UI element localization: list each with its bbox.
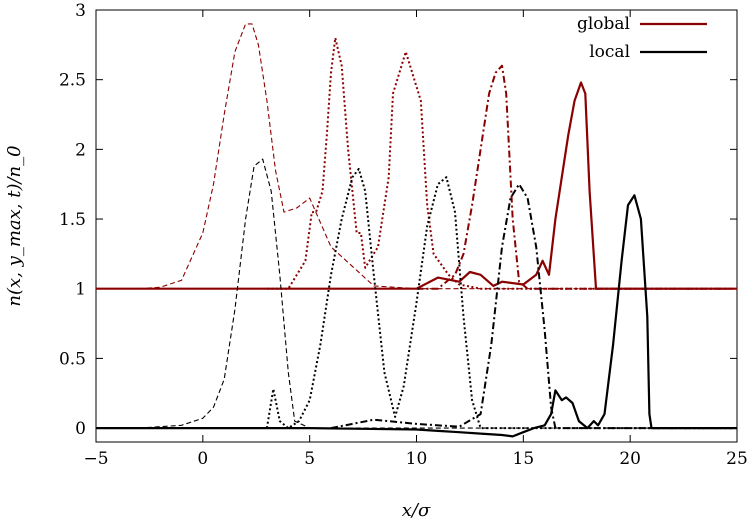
y-axis-title: n(x, y_max, t)/n_0 — [4, 145, 25, 306]
series-line-local-thin-dashed — [138, 158, 733, 429]
x-tick-label: −5 — [83, 449, 108, 469]
x-tick-label: 0 — [197, 449, 208, 469]
legend: global local — [577, 14, 707, 62]
axis-tick-labels: −5 0 5 10 15 20 25 0 0.5 1 1.5 2 2.5 3 — [59, 1, 747, 469]
series-line-local-solid — [96, 194, 737, 438]
x-axis-title: x/σ — [402, 500, 431, 521]
x-tick-label: 5 — [304, 449, 315, 469]
series-line-global-dash-dot — [416, 64, 733, 290]
x-tick-label: 10 — [406, 449, 428, 469]
series-line-global-solid — [96, 81, 737, 290]
legend-label-local: local — [589, 42, 630, 62]
x-tick-label: 20 — [619, 449, 641, 469]
y-tick-label: 2.5 — [59, 71, 86, 91]
y-tick-label: 1 — [75, 280, 86, 300]
y-tick-label: 2 — [75, 140, 86, 160]
axis-ticks — [95, 9, 738, 442]
series-line-global-dotted — [266, 36, 733, 290]
y-tick-label: 1.5 — [59, 210, 86, 230]
series-line-local-dash-dot — [330, 183, 733, 430]
y-tick-label: 0.5 — [59, 349, 86, 369]
series-layer — [96, 23, 737, 438]
x-tick-label: 15 — [513, 449, 535, 469]
x-tick-label: 25 — [726, 449, 747, 469]
legend-label-global: global — [577, 14, 630, 34]
series-line-local-dotted — [265, 167, 733, 430]
y-tick-label: 0 — [75, 419, 86, 439]
y-tick-label: 3 — [75, 1, 86, 21]
